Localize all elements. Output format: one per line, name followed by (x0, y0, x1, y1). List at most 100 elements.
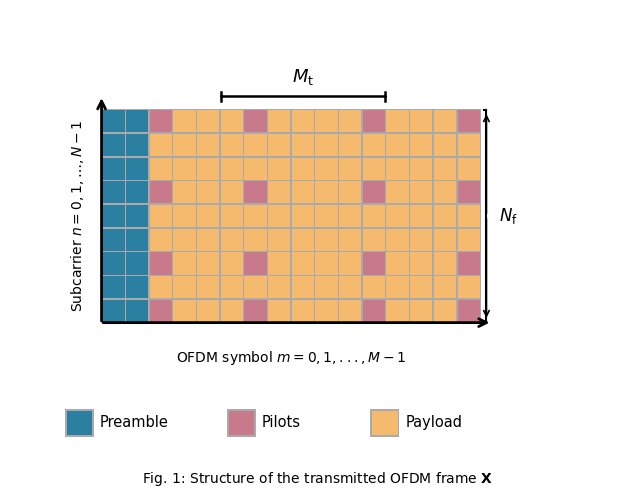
Bar (434, 228, 456, 251)
Bar (149, 181, 172, 204)
Bar (102, 276, 125, 298)
Bar (126, 228, 148, 251)
Bar (221, 252, 243, 274)
Bar (126, 300, 148, 322)
Bar (268, 228, 290, 251)
Bar (102, 181, 125, 204)
Bar (410, 205, 432, 227)
Bar (457, 300, 480, 322)
Bar (339, 228, 361, 251)
Bar (410, 134, 432, 156)
Bar (244, 134, 266, 156)
Bar (363, 276, 385, 298)
Bar (197, 205, 219, 227)
Bar (434, 158, 456, 180)
Bar (149, 158, 172, 180)
Bar (363, 134, 385, 156)
Bar (244, 158, 266, 180)
Bar (149, 228, 172, 251)
Bar (434, 205, 456, 227)
Bar (387, 110, 409, 132)
Bar (387, 134, 409, 156)
Bar (126, 110, 148, 132)
Bar (387, 181, 409, 204)
Bar (410, 252, 432, 274)
Bar (244, 300, 266, 322)
Bar (387, 252, 409, 274)
Text: Preamble: Preamble (100, 415, 169, 430)
Bar (387, 300, 409, 322)
Text: Pilots: Pilots (262, 415, 301, 430)
Bar (457, 134, 480, 156)
Bar (410, 300, 432, 322)
Text: $M_{\mathrm{t}}$: $M_{\mathrm{t}}$ (292, 67, 314, 87)
Bar (197, 158, 219, 180)
Bar (149, 252, 172, 274)
Bar (102, 228, 125, 251)
Bar (197, 252, 219, 274)
Bar (197, 228, 219, 251)
Bar (315, 228, 338, 251)
Bar (126, 276, 148, 298)
Bar (102, 134, 125, 156)
Bar (174, 181, 196, 204)
Bar (292, 300, 314, 322)
Bar (174, 158, 196, 180)
Bar (434, 110, 456, 132)
Bar (434, 300, 456, 322)
Bar (221, 300, 243, 322)
Bar (244, 228, 266, 251)
Bar (315, 205, 338, 227)
Bar (221, 181, 243, 204)
Bar (315, 276, 338, 298)
Bar (126, 252, 148, 274)
Bar (363, 300, 385, 322)
Text: Subcarrier $n = 0, 1, \ldots, N - 1$: Subcarrier $n = 0, 1, \ldots, N - 1$ (69, 120, 86, 312)
Bar (102, 205, 125, 227)
Text: Payload: Payload (405, 415, 462, 430)
Bar (315, 134, 338, 156)
Bar (174, 276, 196, 298)
Bar (174, 134, 196, 156)
Bar (268, 181, 290, 204)
Bar (197, 300, 219, 322)
Bar (292, 181, 314, 204)
Bar (197, 276, 219, 298)
Bar (339, 252, 361, 274)
Bar (292, 276, 314, 298)
Bar (315, 110, 338, 132)
Bar (434, 134, 456, 156)
Bar (221, 228, 243, 251)
Bar (126, 158, 148, 180)
Bar (292, 252, 314, 274)
Bar (457, 158, 480, 180)
Bar (268, 252, 290, 274)
Bar (197, 110, 219, 132)
Bar (363, 158, 385, 180)
Bar (149, 134, 172, 156)
Bar (292, 158, 314, 180)
Bar (410, 276, 432, 298)
Bar (292, 110, 314, 132)
Text: $N_{\mathrm{f}}$: $N_{\mathrm{f}}$ (499, 206, 518, 226)
Text: OFDM symbol $m = 0, 1, ..., M - 1$: OFDM symbol $m = 0, 1, ..., M - 1$ (176, 348, 406, 366)
Bar (244, 252, 266, 274)
Bar (434, 276, 456, 298)
Bar (315, 158, 338, 180)
Bar (102, 158, 125, 180)
Bar (244, 181, 266, 204)
Bar (244, 205, 266, 227)
Bar (221, 205, 243, 227)
Bar (268, 205, 290, 227)
Bar (410, 181, 432, 204)
Bar (126, 205, 148, 227)
Bar (292, 205, 314, 227)
Bar (339, 181, 361, 204)
Bar (221, 110, 243, 132)
Bar (244, 110, 266, 132)
Text: Fig. 1: Structure of the transmitted OFDM frame $\mathbf{X}$: Fig. 1: Structure of the transmitted OFD… (142, 470, 494, 488)
Bar (102, 300, 125, 322)
Bar (387, 276, 409, 298)
Bar (197, 134, 219, 156)
Bar (126, 134, 148, 156)
